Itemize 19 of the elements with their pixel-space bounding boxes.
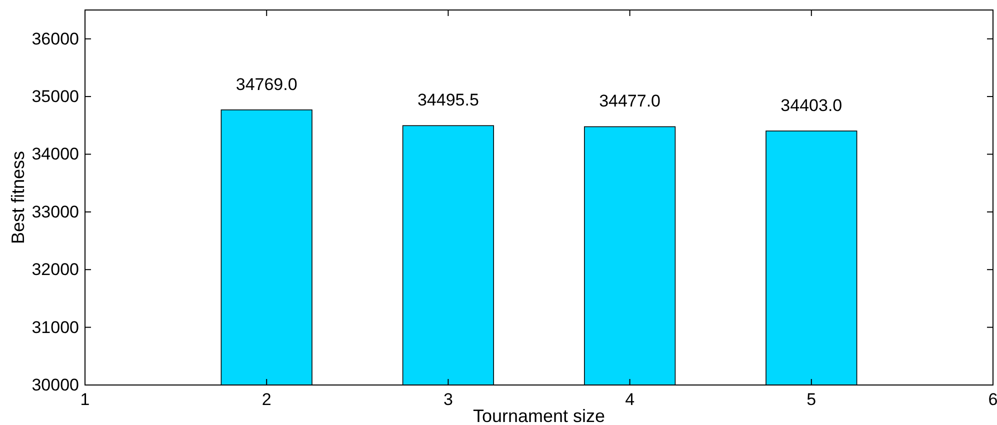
x-tick-label: 5: [806, 390, 816, 410]
x-tick-label: 3: [443, 390, 453, 410]
x-tick-label: 6: [988, 390, 997, 410]
data-label: 34769.0: [236, 74, 298, 94]
y-tick-label: 32000: [32, 260, 79, 280]
y-tick-label: 30000: [32, 375, 79, 394]
y-tick-label: 31000: [32, 318, 79, 337]
data-label: 34403.0: [780, 96, 842, 115]
data-label: 34495.5: [417, 90, 479, 110]
x-tick-label: 2: [262, 390, 272, 410]
y-tick-label: 36000: [32, 29, 79, 48]
data-label: 34477.0: [599, 92, 661, 111]
x-tick-label: 4: [625, 390, 635, 410]
y-tick-label: 33000: [32, 202, 79, 222]
x-axis-title: Tournament size: [472, 406, 606, 425]
x-tick-label: 1: [80, 390, 90, 410]
y-axis-title: Best fitness: [8, 150, 28, 244]
y-tick-label: 35000: [32, 86, 79, 106]
y-tick-label: 34000: [32, 144, 79, 164]
